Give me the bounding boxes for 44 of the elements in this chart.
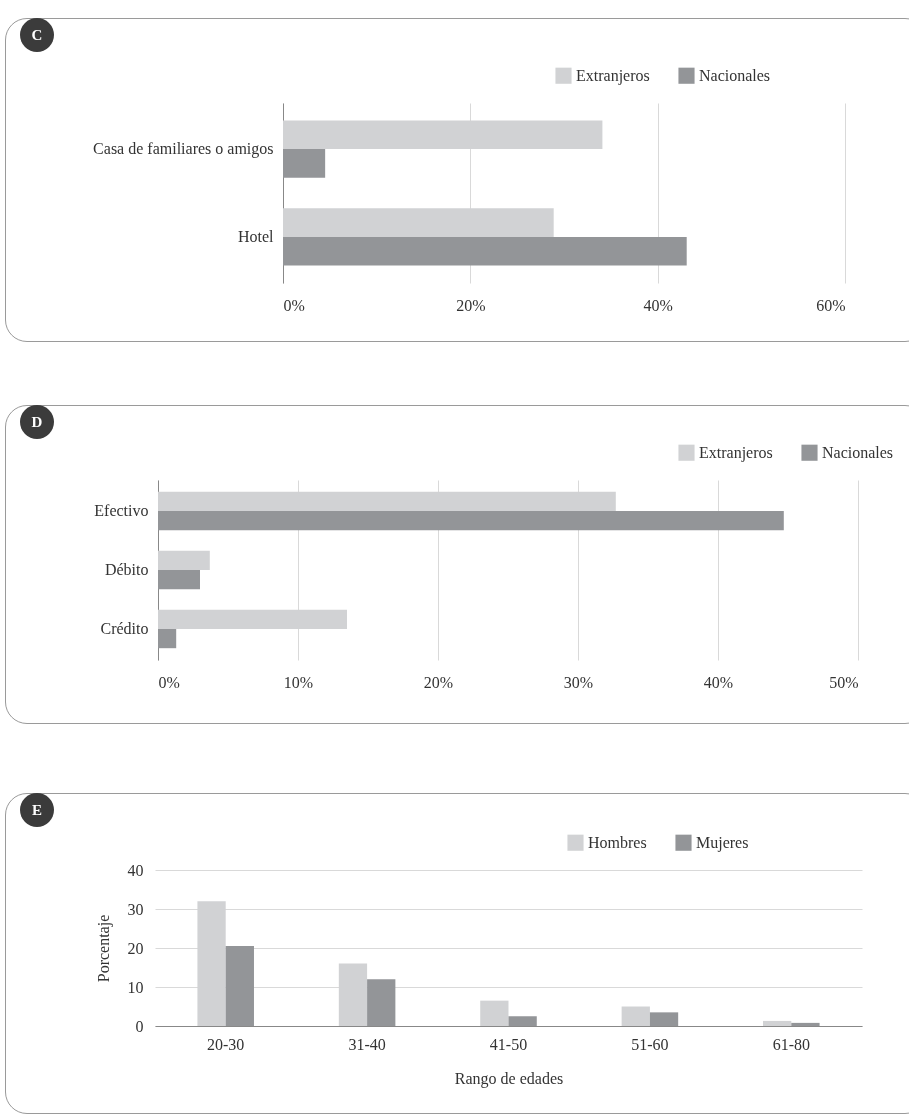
x-tick-label: 50% (829, 673, 859, 691)
bar (508, 1016, 537, 1026)
x-tick-label: 51-60 (631, 1035, 669, 1053)
chart-title: E (20, 793, 54, 827)
bar (367, 979, 396, 1026)
y-tick-label: 30 (127, 900, 144, 918)
bar (791, 1022, 820, 1026)
text: C (20, 18, 54, 52)
x-tick-label: 61-80 (772, 1035, 810, 1053)
legend-label: Extranjeros (699, 443, 773, 462)
text: D (20, 405, 54, 439)
y-tick-label: Efectivo (94, 501, 149, 519)
bar (225, 946, 254, 1026)
x-tick-label: 0% (158, 673, 180, 691)
x-tick-label: 20% (456, 296, 486, 314)
y-axis-title: Porcentaje (94, 914, 113, 983)
y-tick-label: 0 (135, 1017, 144, 1035)
y-tick-label: Casa de familiares o amigos (93, 140, 274, 159)
bar (621, 1006, 650, 1026)
x-tick-label: 40% (703, 673, 734, 691)
legend-label: Nacionales (822, 443, 894, 461)
bar (480, 1000, 509, 1026)
legend-label: Mujeres (696, 833, 749, 852)
y-tick-label: Débito (104, 561, 149, 578)
x-tick-label: 20-30 (207, 1035, 245, 1053)
x-axis-title: Rango de edades (454, 1069, 564, 1088)
y-tick-label: 20 (127, 939, 144, 957)
x-tick-label: 40% (643, 296, 673, 314)
x-tick-label: 30% (563, 673, 594, 691)
x-tick-label: 41-50 (489, 1035, 528, 1053)
x-tick-label: 0% (283, 296, 305, 314)
x-tick-label: 20% (423, 673, 454, 691)
y-tick-label: Crédito (100, 620, 149, 638)
bar (763, 1020, 792, 1026)
legend-label: Extranjeros (576, 66, 650, 85)
legend-label: Nacionales (699, 66, 771, 84)
x-tick-label: 60% (816, 296, 846, 314)
y-tick-label: 10 (127, 978, 144, 996)
legend-label: Hombres (588, 833, 647, 851)
y-tick-label: Hotel (237, 227, 275, 245)
y-tick-label: 40 (127, 861, 144, 879)
bar (649, 1012, 679, 1026)
x-tick-label: 31-40 (348, 1035, 386, 1053)
x-tick-label: 10% (283, 673, 314, 691)
